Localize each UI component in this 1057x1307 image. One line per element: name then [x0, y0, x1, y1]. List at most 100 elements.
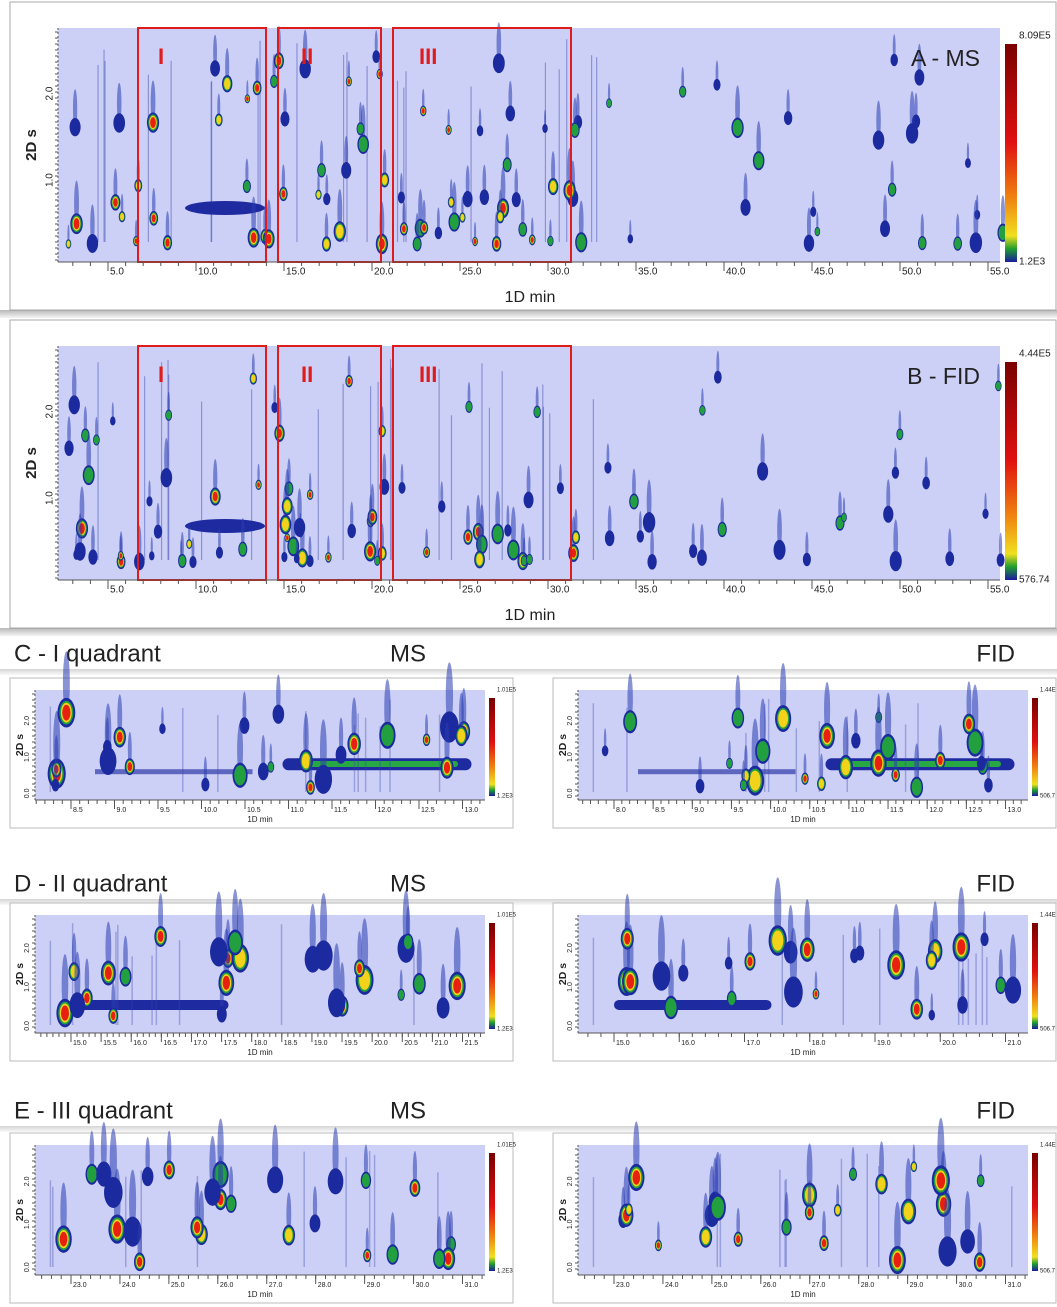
peak [424, 736, 429, 744]
x-tick-label: 13.0 [1008, 807, 1022, 814]
y-tick-label: 2.0 [24, 1176, 31, 1186]
x-tick-label: 5.0 [110, 585, 124, 596]
x-tick-label: 28.0 [861, 1282, 875, 1289]
peak [440, 711, 459, 743]
peak [301, 753, 311, 769]
peak [299, 59, 311, 79]
peak [347, 78, 351, 85]
peak [160, 468, 173, 488]
peak [977, 1175, 984, 1186]
peak [372, 50, 381, 63]
plot-area [578, 1145, 1028, 1275]
y-tick-label: 1.0 [567, 752, 574, 762]
peak [216, 1006, 227, 1023]
peak [86, 234, 99, 253]
x-tick-label: 29.0 [910, 1282, 924, 1289]
peak [556, 482, 564, 495]
peak [84, 993, 90, 1004]
peak [323, 193, 331, 206]
y-tick-label: 0.0 [567, 788, 574, 798]
peak [732, 119, 743, 137]
peak [601, 745, 609, 757]
peak [821, 1238, 827, 1248]
peak [542, 123, 548, 133]
separator [0, 899, 1057, 905]
quadrant-title: C - I quadrant [14, 640, 161, 667]
peak [835, 1206, 840, 1215]
peak [73, 218, 80, 230]
peak [66, 240, 71, 248]
band [185, 519, 265, 533]
peak [234, 765, 246, 786]
peak [201, 777, 210, 792]
peak [412, 1183, 418, 1193]
peak [1004, 976, 1022, 1004]
peak [718, 523, 726, 536]
x-tick-label: 19.0 [877, 1040, 891, 1047]
peak [243, 180, 251, 192]
peak [732, 709, 743, 727]
x-label: 1D min [505, 607, 556, 624]
y-tick-label: 2.0 [24, 716, 31, 726]
peak [850, 948, 859, 964]
y-tick-label: 1.0 [45, 173, 56, 187]
colorbar-max: 1.01E5 [497, 1143, 517, 1149]
peak [159, 723, 166, 735]
peak [134, 552, 145, 571]
peak [936, 1172, 946, 1189]
peak [526, 554, 533, 564]
peak [414, 975, 425, 993]
colorbar-max: 8.09E5 [1019, 31, 1051, 42]
peak [365, 1251, 370, 1260]
peak [413, 237, 421, 250]
peak [120, 213, 125, 221]
peak [802, 552, 811, 567]
y-tick-label: 0.0 [24, 788, 31, 798]
peak [462, 190, 473, 208]
peak [749, 770, 761, 791]
peak [62, 704, 71, 721]
peak [890, 53, 898, 67]
separator [0, 669, 1057, 675]
peak [960, 1229, 975, 1254]
peak [754, 153, 764, 169]
peak [434, 1250, 445, 1267]
peak [166, 1164, 172, 1176]
y-tick-label: 1.0 [567, 982, 574, 992]
x-tick-label: 25.0 [171, 1282, 185, 1289]
x-tick-label: 10.5 [812, 807, 826, 814]
peak [74, 542, 86, 561]
x-tick-label: 45.0 [814, 585, 834, 596]
peak [505, 105, 516, 122]
peak [889, 551, 902, 572]
peak [272, 704, 285, 724]
peak [523, 491, 534, 509]
peak [701, 1229, 710, 1245]
peak [267, 1166, 284, 1194]
x-tick-label: 27.0 [812, 1282, 826, 1289]
x-tick-label: 20.5 [404, 1040, 418, 1047]
plot-area [58, 28, 1000, 262]
x-tick-label: 25.0 [462, 585, 482, 596]
peak [150, 117, 156, 128]
peaks [49, 1118, 456, 1272]
x-tick-label: 31.0 [1008, 1282, 1022, 1289]
plot-area [35, 690, 485, 800]
x-tick-label: 31.0 [465, 1282, 479, 1289]
x-tick-label: 17.0 [747, 1040, 761, 1047]
peak [59, 1231, 68, 1247]
peak [772, 930, 784, 951]
x-tick-label: 30.0 [959, 1282, 973, 1289]
peak [367, 545, 373, 557]
peak [336, 224, 344, 239]
colorbar [489, 923, 495, 1029]
peak [624, 712, 636, 732]
peak [123, 1216, 142, 1247]
peak [888, 184, 896, 196]
x-label: 1D min [247, 815, 272, 824]
peak [116, 731, 123, 743]
peak [632, 1170, 641, 1185]
peak [335, 745, 347, 764]
colorbar [1032, 1153, 1038, 1271]
